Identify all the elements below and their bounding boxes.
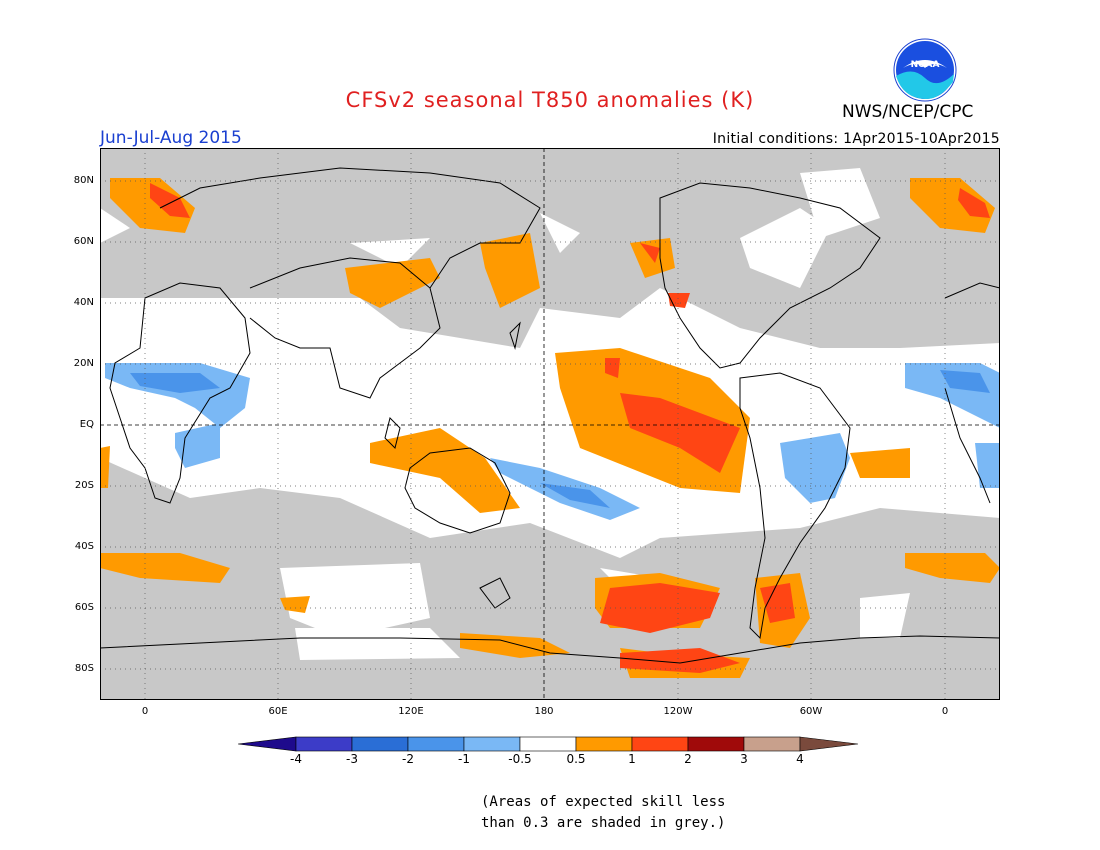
agency-label: NWS/NCEP/CPC: [842, 102, 974, 122]
colorbar-arrow-low: [238, 736, 297, 752]
graticule: [100, 148, 1000, 700]
initial-conditions: Initial conditions: 1Apr2015-10Apr2015: [712, 131, 1000, 147]
colorbar-label: 4: [796, 752, 804, 766]
lon-label: 120E: [398, 706, 424, 717]
colorbar-label: -4: [290, 752, 302, 766]
noaa-logo: NOAA: [893, 38, 957, 102]
colorbar-label: -3: [346, 752, 358, 766]
colorbar-label: -1: [458, 752, 470, 766]
lat-label: EQ: [79, 419, 94, 430]
colorbar-label: 3: [740, 752, 748, 766]
lat-label: 20S: [74, 480, 94, 491]
logo-text: NOAA: [911, 60, 940, 70]
lat-label: 40S: [74, 541, 94, 552]
colorbar-segment: [519, 736, 577, 752]
colorbar-segment: [295, 736, 353, 752]
anomaly-map: [100, 148, 1000, 700]
lon-label: 60E: [268, 706, 288, 717]
colorbar-label: 0.5: [566, 752, 586, 766]
colorbar-arrow-high: [799, 736, 859, 752]
lon-label: 0: [141, 706, 149, 717]
colorbar-label: -2: [402, 752, 414, 766]
colorbar-label: 2: [684, 752, 692, 766]
colorbar-segment: [351, 736, 409, 752]
lat-label: 60S: [74, 602, 94, 613]
cool-anomaly-1-2: [130, 370, 990, 508]
colorbar-segment: [631, 736, 689, 752]
colorbar-label: 1: [628, 752, 636, 766]
colorbar-segment: [463, 736, 521, 752]
lon-label: 180: [534, 706, 554, 717]
lat-label: 80S: [74, 663, 94, 674]
footnote-line-2: than 0.3 are shaded in grey.): [481, 815, 726, 831]
colorbar-segment: [575, 736, 633, 752]
footnote-line-1: (Areas of expected skill less: [481, 794, 726, 810]
low-skill-shading: [100, 148, 1000, 700]
colorbar-segment: [687, 736, 745, 752]
colorbar: [238, 736, 859, 752]
colorbar-segment: [743, 736, 801, 752]
lat-label: 60N: [73, 236, 94, 247]
lon-label: 120W: [663, 706, 693, 717]
chart-title: CFSv2 seasonal T850 anomalies (K): [345, 88, 755, 112]
equator-dateline: [100, 148, 1000, 700]
lon-label: 60W: [799, 706, 823, 717]
lat-label: 20N: [73, 358, 94, 369]
skill-footnote: (Areas of expected skill less than 0.3 a…: [481, 792, 725, 834]
lat-label: 40N: [73, 297, 94, 308]
forecast-period: Jun-Jul-Aug 2015: [100, 128, 242, 148]
colorbar-label: -0.5: [508, 752, 532, 766]
lat-label: 80N: [73, 175, 94, 186]
colorbar-segment: [407, 736, 465, 752]
lon-label: 0: [941, 706, 949, 717]
